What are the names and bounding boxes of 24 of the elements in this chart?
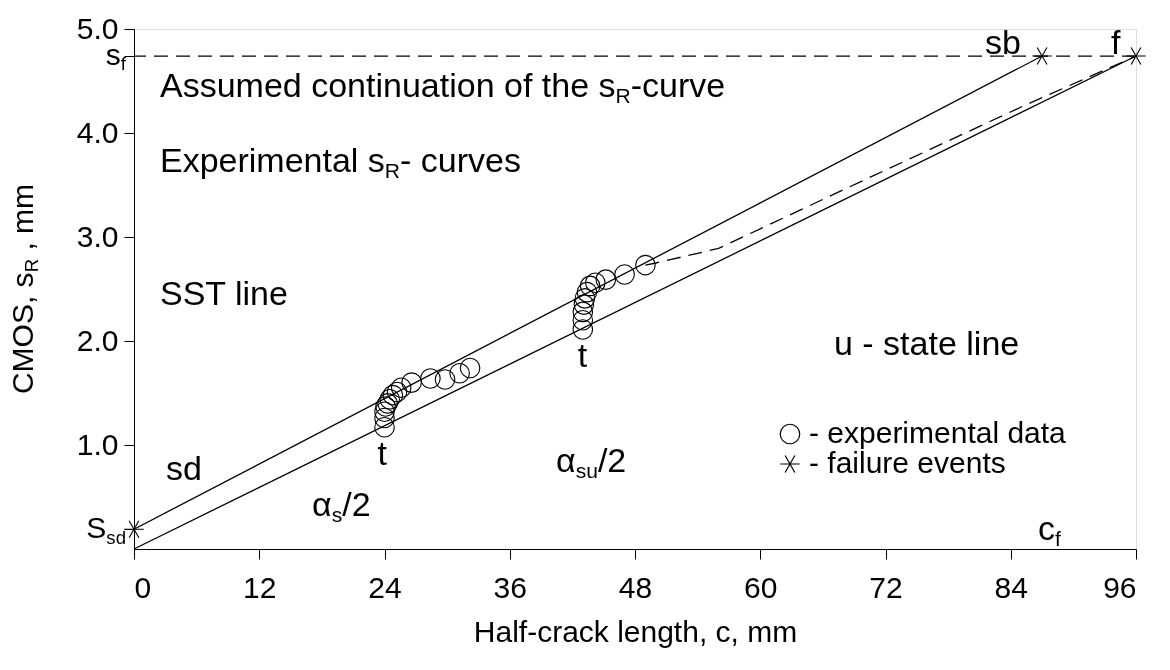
annotation: t — [377, 434, 388, 473]
annotation: SST line — [160, 274, 288, 312]
x-tick-label: 96 — [1103, 570, 1137, 604]
x-tick-label: 0 — [134, 570, 152, 604]
x-tick-label: 36 — [493, 570, 527, 604]
annotation: t — [577, 335, 588, 374]
y-tick-label: 1.0 — [76, 427, 119, 461]
x-tick-label: 72 — [869, 570, 903, 604]
annotation: sd — [166, 449, 202, 488]
legend-label: - experimental data — [809, 416, 1067, 449]
y-tick-label: 3.0 — [76, 219, 119, 253]
annotation: sb — [985, 23, 1021, 62]
y-axis-title: CMOS, sR , mm — [6, 183, 43, 395]
x-tick-label: 48 — [618, 570, 653, 604]
x-tick-label: 84 — [994, 570, 1028, 604]
x-axis-title: Half-crack length, c, mm — [473, 614, 798, 648]
y-tick-label: 2.0 — [76, 323, 119, 357]
y-tick-label: 4.0 — [76, 115, 119, 149]
annotation: u - state line — [834, 324, 1020, 362]
x-tick-label: 12 — [243, 570, 277, 604]
x-tick-label: 60 — [744, 570, 778, 604]
x-tick-label: 24 — [368, 570, 402, 604]
y-tick-label: 5.0 — [76, 11, 119, 45]
annotation: f — [1111, 23, 1121, 62]
